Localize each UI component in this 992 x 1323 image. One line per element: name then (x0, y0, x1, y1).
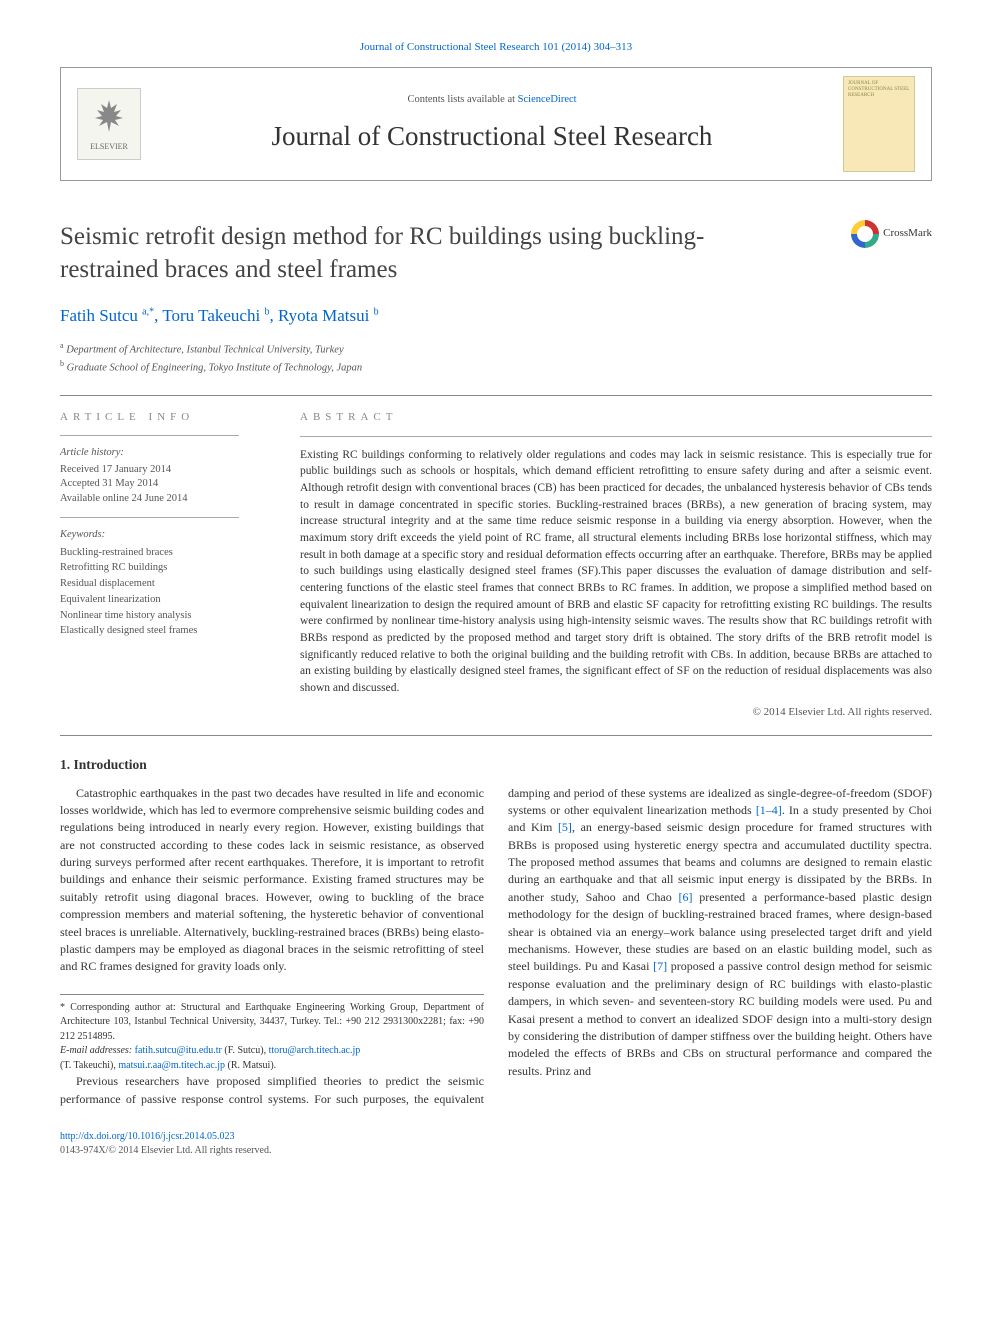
email-2[interactable]: ttoru@arch.titech.ac.jp (269, 1045, 361, 1056)
article-title: Seismic retrofit design method for RC bu… (60, 221, 740, 286)
history-label: Article history: (60, 446, 270, 461)
article-info-block: article info Article history: Received 1… (60, 410, 270, 721)
email-1-who: (F. Sutcu), (222, 1045, 269, 1056)
keyword: Residual displacement (60, 576, 270, 592)
ref-1-4[interactable]: [1–4] (756, 803, 782, 817)
abstract-heading: abstract (300, 410, 932, 426)
sciencedirect-link[interactable]: ScienceDirect (518, 94, 577, 105)
history-received: Received 17 January 2014 (60, 463, 270, 478)
history-accepted: Accepted 31 May 2014 (60, 477, 270, 492)
keyword: Buckling-restrained braces (60, 545, 270, 561)
author-1[interactable]: Fatih Sutcu (60, 306, 142, 325)
doi-block: http://dx.doi.org/10.1016/j.jcsr.2014.05… (60, 1130, 932, 1158)
email-2-who: (T. Takeuchi), (60, 1060, 118, 1071)
corresponding-author-footnote: * Corresponding author at: Structural an… (60, 994, 484, 1074)
journal-name: Journal of Constructional Steel Research (141, 118, 843, 156)
article-info-heading: article info (60, 410, 270, 425)
keyword: Retrofitting RC buildings (60, 560, 270, 576)
intro-p2-seg-e: proposed a passive control design method… (508, 959, 932, 1077)
ref-5[interactable]: [5] (558, 820, 572, 834)
abstract-copyright: © 2014 Elsevier Ltd. All rights reserved… (300, 705, 932, 721)
keywords-list: Buckling-restrained braces Retrofitting … (60, 545, 270, 640)
author-2[interactable]: , Toru Takeuchi (154, 306, 264, 325)
keyword: Equivalent linearization (60, 592, 270, 608)
elsevier-logo: ELSEVIER (77, 88, 141, 160)
crossmark-icon (851, 220, 879, 248)
header-citation[interactable]: Journal of Constructional Steel Research… (60, 40, 932, 55)
intro-p1: Catastrophic earthquakes in the past two… (60, 785, 484, 976)
crossmark-label: CrossMark (883, 226, 932, 241)
footnote-address: * Corresponding author at: Structural an… (60, 1001, 484, 1045)
section-1-heading: 1. Introduction (60, 756, 932, 775)
author-3-affil: b (374, 307, 379, 318)
keywords-label: Keywords: (60, 528, 270, 543)
contents-line: Contents lists available at ScienceDirec… (141, 93, 843, 108)
info-abstract-row: article info Article history: Received 1… (60, 410, 932, 721)
ref-7[interactable]: [7] (653, 959, 667, 973)
affiliations: a Department of Architecture, Istanbul T… (60, 340, 932, 377)
email-label: E-mail addresses: (60, 1045, 135, 1056)
keyword: Nonlinear time history analysis (60, 608, 270, 624)
author-1-affil: a,* (142, 307, 154, 318)
keyword: Elastically designed steel frames (60, 623, 270, 639)
abstract-block: abstract Existing RC buildings conformin… (300, 410, 932, 721)
issn-copyright: 0143-974X/© 2014 Elsevier Ltd. All right… (60, 1145, 271, 1156)
rule-below-abstract (60, 735, 932, 736)
email-3[interactable]: matsui.r.aa@m.titech.ac.jp (118, 1060, 225, 1071)
email-1[interactable]: fatih.sutcu@itu.edu.tr (135, 1045, 222, 1056)
intro-columns: Catastrophic earthquakes in the past two… (60, 785, 932, 1109)
journal-header: ELSEVIER Contents lists available at Sci… (60, 67, 932, 181)
affil-a: Department of Architecture, Istanbul Tec… (64, 345, 344, 356)
abstract-body: Existing RC buildings conforming to rela… (300, 447, 932, 697)
affil-b: Graduate School of Engineering, Tokyo In… (64, 363, 362, 374)
elsevier-tree-icon (89, 96, 129, 141)
doi-link[interactable]: http://dx.doi.org/10.1016/j.jcsr.2014.05… (60, 1131, 235, 1142)
footnote-emails: E-mail addresses: fatih.sutcu@itu.edu.tr… (60, 1044, 484, 1073)
history-online: Available online 24 June 2014 (60, 492, 270, 507)
ref-6[interactable]: [6] (678, 890, 692, 904)
elsevier-label: ELSEVIER (90, 141, 128, 152)
rule-above-info (60, 395, 932, 396)
journal-cover-thumbnail: JOURNAL OF CONSTRUCTIONAL STEEL RESEARCH (843, 76, 915, 172)
email-3-who: (R. Matsui). (225, 1060, 276, 1071)
authors-line: Fatih Sutcu a,*, Toru Takeuchi b, Ryota … (60, 304, 932, 328)
author-3[interactable]: , Ryota Matsui (269, 306, 373, 325)
crossmark-badge[interactable]: CrossMark (851, 220, 932, 248)
contents-prefix: Contents lists available at (407, 94, 517, 105)
header-center: Contents lists available at ScienceDirec… (141, 93, 843, 155)
